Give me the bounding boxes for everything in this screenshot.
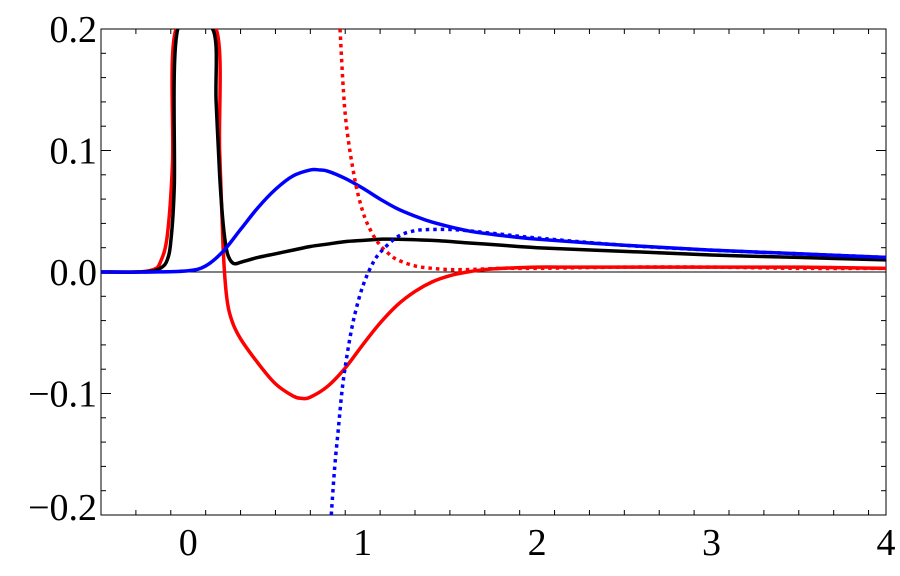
tick-marks [100, 28, 886, 516]
tick-labels: 0 1 2 3 4 0.2 0.1 0.0 −0.1 −0.2 [28, 9, 895, 564]
y-tick-label: 0.2 [50, 9, 98, 51]
x-tick-label: 4 [877, 522, 896, 564]
x-tick-label: 2 [528, 522, 547, 564]
x-tick-label: 3 [702, 522, 721, 564]
series-blue-dotted [329, 227, 886, 515]
y-tick-label: 0.1 [50, 131, 98, 173]
y-tick-label: −0.2 [28, 487, 97, 529]
series-layer [101, 29, 886, 515]
x-tick-label: 0 [179, 522, 198, 564]
series-red-dotted [338, 29, 886, 272]
series-black-solid [101, 29, 886, 274]
x-tick-label: 1 [353, 522, 372, 564]
series-red-solid [101, 29, 886, 401]
y-tick-label: 0.0 [50, 252, 98, 294]
y-tick-label: −0.1 [28, 374, 97, 416]
